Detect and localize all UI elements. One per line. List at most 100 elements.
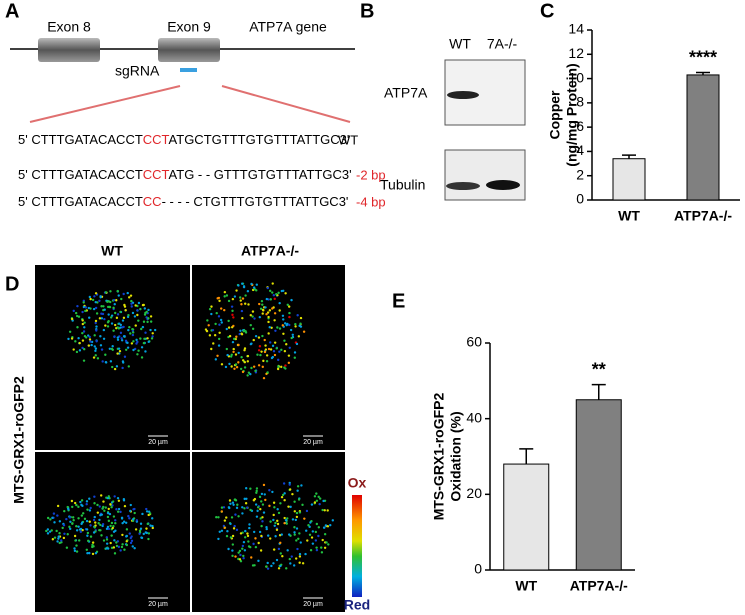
cell-signal	[233, 337, 236, 341]
cell-signal	[137, 349, 140, 352]
cell-signal	[58, 532, 61, 535]
cell-signal	[93, 502, 96, 505]
cell-signal	[61, 526, 64, 530]
cell-signal	[62, 536, 66, 540]
cell-signal	[269, 520, 272, 523]
cell-signal	[256, 509, 259, 513]
cell-signal	[79, 500, 82, 504]
cell-signal	[112, 298, 116, 302]
cell-signal	[291, 333, 294, 337]
column-label: ATP7A-/-	[241, 243, 299, 259]
cell-signal	[121, 543, 124, 546]
cell-signal	[272, 562, 275, 565]
cell-signal	[326, 509, 329, 512]
cell-signal	[130, 299, 133, 303]
cell-signal	[77, 525, 80, 528]
cell-signal	[110, 521, 114, 525]
cell-signal	[151, 524, 154, 528]
cell-signal	[149, 320, 153, 323]
cell-signal	[311, 530, 315, 533]
cell-signal	[88, 509, 92, 512]
cell-signal	[267, 347, 271, 351]
cell-signal	[110, 506, 113, 509]
cell-signal	[275, 558, 279, 562]
cell-signal	[295, 511, 299, 515]
sequence-tag: -4 bp	[356, 194, 386, 209]
cell-signal	[236, 503, 239, 506]
sequence-part: CC	[143, 194, 162, 209]
y-tick-label: 40	[466, 409, 482, 425]
cell-signal	[126, 341, 129, 345]
cell-signal	[301, 503, 304, 507]
cell-signal	[142, 532, 145, 536]
significance: ****	[689, 47, 717, 67]
cell-signal	[244, 294, 247, 297]
cell-signal	[276, 326, 279, 329]
cell-signal	[99, 529, 102, 532]
cell-signal	[88, 497, 91, 500]
cell-signal	[111, 526, 114, 530]
cell-signal	[280, 533, 283, 536]
cell-signal	[245, 497, 248, 500]
cell-signal	[98, 317, 102, 320]
cell-signal	[261, 312, 264, 315]
cell-signal	[283, 516, 286, 520]
sequence-part: ATG - - GTTTGTGTTTATTGC3'	[169, 167, 352, 182]
panel-label: B	[360, 0, 374, 22]
sequences: 5' CTTTGATACACCTCCTATGCTGTTTGTGTTTATTGC3…	[18, 132, 386, 209]
cell-signal	[278, 301, 281, 305]
cell-signal	[261, 308, 265, 312]
cell-signal	[266, 534, 270, 537]
cell-signal	[320, 546, 323, 549]
cell-signal	[85, 548, 88, 552]
cell-signal	[317, 534, 320, 538]
cell-signal	[86, 552, 89, 555]
cell-signal	[105, 527, 109, 531]
cell-signal	[230, 305, 234, 308]
cell-signal	[115, 316, 119, 320]
cell-signal	[218, 323, 221, 326]
cell-signal	[134, 324, 137, 327]
cell-signal	[119, 549, 122, 552]
cell-signal	[51, 538, 55, 541]
cell-signal	[107, 527, 111, 531]
cell-signal	[85, 503, 88, 506]
cell-signal	[129, 294, 133, 297]
cell-signal	[261, 334, 264, 338]
cell-signal	[266, 286, 269, 290]
cell-signal	[239, 553, 242, 557]
cell-signal	[309, 548, 313, 552]
scale-bar-label: 20 µm	[303, 439, 323, 446]
cell-signal	[273, 319, 276, 322]
cell-signal	[250, 556, 253, 559]
cell-signal	[102, 328, 106, 332]
cell-signal	[68, 525, 71, 529]
cell-signal	[244, 536, 247, 539]
cell-signal	[313, 495, 317, 498]
cell-signal	[291, 518, 295, 521]
cell-signal	[136, 353, 139, 356]
cell-signal	[271, 355, 275, 359]
cell-signal	[139, 337, 142, 340]
cell-signal	[66, 533, 69, 536]
cell-signal	[70, 317, 74, 321]
cell-signal	[264, 498, 267, 502]
cell-signal	[232, 503, 235, 506]
cell-signal	[279, 502, 282, 505]
cell-signal	[283, 349, 287, 353]
cell-signal	[118, 349, 122, 353]
cell-signal	[98, 505, 101, 508]
cell-signal	[297, 498, 301, 501]
cell-signal	[131, 518, 135, 521]
cell-signal	[116, 510, 120, 513]
cell-signal	[228, 362, 231, 366]
cell-signal	[253, 317, 256, 320]
y-tick-label: 0	[474, 561, 482, 577]
cell-signal	[315, 546, 318, 549]
cell-signal	[131, 311, 135, 315]
cell-signal	[287, 305, 291, 308]
cell-signal	[220, 307, 223, 310]
cell-signal	[97, 522, 100, 525]
cell-signal	[279, 552, 282, 555]
